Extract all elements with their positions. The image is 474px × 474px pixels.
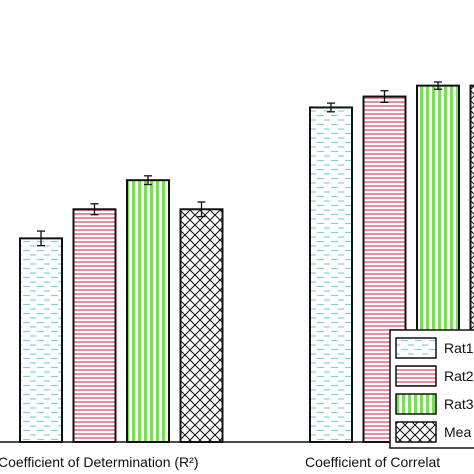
category-labels: Coefficient of Determination (R²) Coeffic… — [0, 454, 440, 470]
bar-rat3-0 — [126, 179, 170, 443]
bar-rat1-1 — [309, 106, 353, 443]
error-bar-rat1-0 — [37, 230, 45, 247]
legend-swatch-rat1 — [395, 337, 437, 359]
legend: Rat1 Rat2 Rat3 Mea — [389, 329, 474, 449]
category-label-0: Coefficient of Determination (R²) — [0, 454, 198, 470]
error-bar-rat3-0 — [144, 175, 152, 186]
error-bar-rat2-1 — [380, 90, 389, 104]
legend-swatch-rat2 — [395, 365, 437, 387]
legend-label-rat3: Rat3 — [444, 396, 474, 412]
bar-rat1-0 — [19, 237, 63, 443]
error-bar-rat2-0 — [90, 203, 99, 216]
bar-rat2-0 — [72, 208, 117, 443]
category-label-1: Coefficient of Correlat — [305, 454, 440, 470]
error-bar-mea-0 — [197, 201, 206, 218]
error-bar-rat1-1 — [327, 102, 335, 113]
error-bar-rat3-1 — [434, 81, 442, 90]
bar-rat2-1 — [362, 95, 407, 444]
bar-mea-0 — [179, 208, 224, 443]
legend-swatch-rat3 — [395, 393, 437, 415]
bars-layer — [19, 81, 474, 444]
legend-swatch-mea — [395, 421, 437, 443]
legend-label-mea: Mea — [444, 424, 471, 440]
legend-label-rat2: Rat2 — [444, 368, 474, 384]
bar-mea-1 — [469, 84, 474, 444]
legend-label-rat1: Rat1 — [444, 340, 474, 356]
